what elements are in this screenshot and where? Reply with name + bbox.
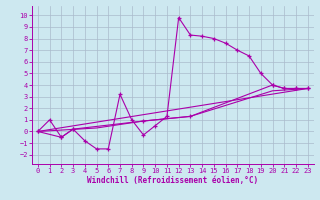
X-axis label: Windchill (Refroidissement éolien,°C): Windchill (Refroidissement éolien,°C): [87, 176, 258, 185]
